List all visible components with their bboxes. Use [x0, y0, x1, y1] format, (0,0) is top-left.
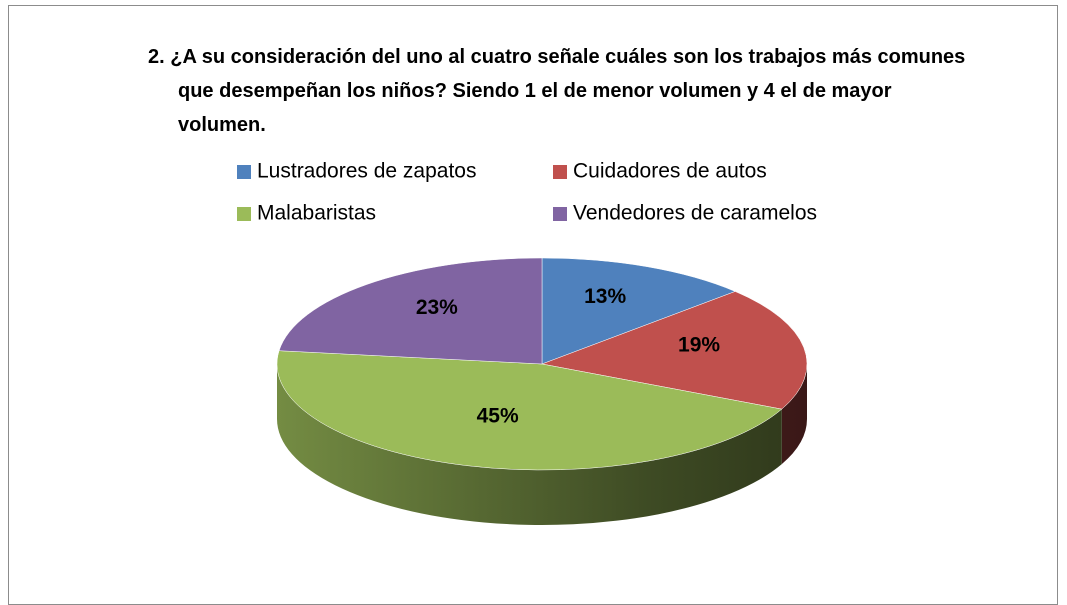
- legend-label: Malabaristas: [257, 202, 376, 225]
- legend-swatch: [237, 165, 251, 179]
- legend-label: Cuidadores de autos: [573, 160, 767, 183]
- slice: [278, 257, 543, 365]
- legend-label: Lustradores de zapatos: [257, 160, 476, 183]
- slice: [541, 291, 808, 410]
- chart-title: 2. ¿A su consideración del uno al cuatro…: [148, 46, 966, 136]
- data-label: 13%: [584, 285, 626, 308]
- legend-swatch: [553, 165, 567, 179]
- data-label: 23%: [416, 296, 458, 319]
- legend-swatch: [553, 207, 567, 221]
- legend-swatch: [237, 207, 251, 221]
- slice-side: [781, 364, 807, 465]
- legend-label: Vendedores de caramelos: [573, 202, 817, 225]
- slice: [276, 350, 783, 471]
- data-label: 45%: [477, 405, 519, 428]
- slice: [541, 257, 736, 365]
- slice-side: [277, 364, 782, 525]
- data-label: 19%: [678, 334, 720, 357]
